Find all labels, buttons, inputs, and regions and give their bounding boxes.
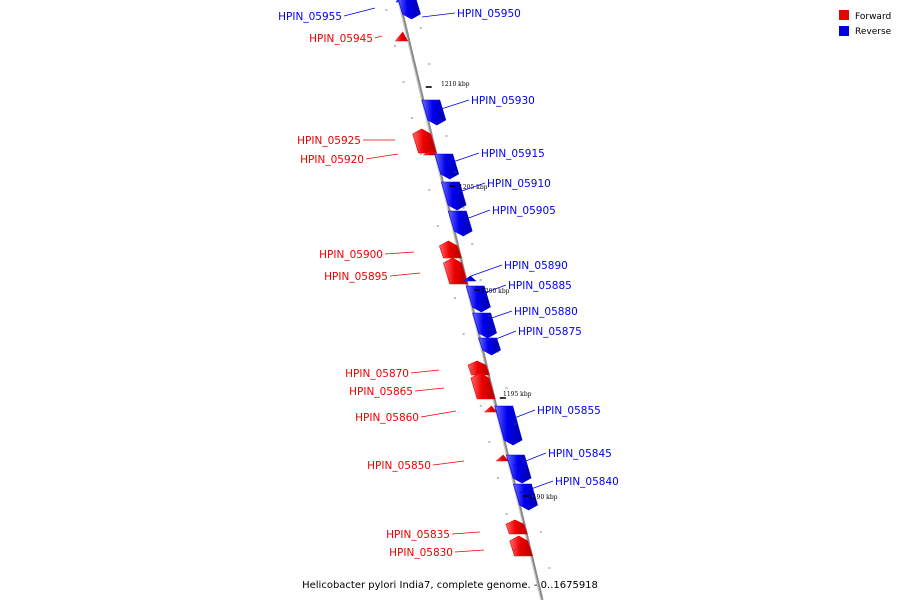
gene-block-hpin_05900[interactable] — [439, 240, 462, 259]
legend-swatch-reverse — [839, 26, 849, 36]
map-caption: Helicobacter pylori India7, complete gen… — [302, 580, 598, 591]
gene-label-hpin_05895[interactable]: HPIN_05895 — [324, 271, 388, 283]
gene-block-hpin_05850[interactable] — [495, 454, 510, 462]
gene-block-hpin_05865[interactable] — [470, 372, 496, 400]
gene-leader-hpin_05915 — [446, 152, 480, 165]
gene-label-hpin_05905[interactable]: HPIN_05905 — [492, 205, 556, 217]
gene-label-hpin_05890[interactable]: HPIN_05890 — [504, 260, 568, 272]
kbp-tick-label: 1200 kbp — [481, 288, 510, 295]
gene-leader-hpin_05910 — [452, 182, 486, 195]
gene-label-hpin_05885[interactable]: HPIN_05885 — [508, 280, 572, 292]
gene-label-hpin_05835[interactable]: HPIN_05835 — [386, 529, 450, 541]
gene-block-hpin_05855[interactable] — [494, 405, 523, 446]
gene-label-hpin_05865[interactable]: HPIN_05865 — [349, 386, 413, 398]
gene-label-hpin_05845[interactable]: HPIN_05845 — [548, 448, 612, 460]
gene-block-hpin_05870[interactable] — [467, 360, 490, 376]
gene-label-hpin_05855[interactable]: HPIN_05855 — [537, 405, 601, 417]
gene-leader-hpin_05835 — [451, 531, 481, 535]
gene-leader-hpin_05870 — [410, 369, 440, 374]
legend-label-forward: Forward — [855, 12, 891, 22]
gene-leader-hpin_05900 — [384, 251, 415, 255]
gene-block-hpin_05860[interactable] — [484, 405, 498, 413]
kbp-tick-label: 1210 kbp — [441, 81, 470, 88]
gene-label-hpin_05955[interactable]: HPIN_05955 — [278, 11, 342, 23]
gene-block-hpin_05885[interactable] — [465, 285, 491, 313]
gene-label-hpin_05880[interactable]: HPIN_05880 — [514, 306, 578, 318]
gene-label-hpin_05925[interactable]: HPIN_05925 — [297, 135, 361, 147]
gene-leader-hpin_05830 — [454, 549, 485, 553]
gene-labels: HPIN_05955 HPIN_05950 HPIN_05945 HPIN_05930… — [278, 7, 619, 559]
gene-leader-hpin_05885 — [475, 284, 507, 297]
gene-block-hpin_05910[interactable] — [441, 181, 467, 211]
gene-label-hpin_05875[interactable]: HPIN_05875 — [518, 326, 582, 338]
gene-block-hpin_05840[interactable] — [512, 483, 538, 511]
gene-block-hpin_05845[interactable] — [506, 454, 532, 484]
gene-block-hpin_05905[interactable] — [447, 210, 473, 237]
gene-leader-hpin_05905 — [457, 209, 491, 223]
gene-leader-hpin_05845 — [512, 452, 547, 467]
gene-leader-hpin_05875 — [485, 330, 517, 344]
gene-leader-hpin_05945 — [374, 35, 383, 39]
gene-block-hpin_05830[interactable] — [509, 535, 533, 557]
gene-block-hpin_05895[interactable] — [443, 257, 469, 285]
gene-leader-hpin_05840 — [519, 480, 554, 494]
gene-label-hpin_05920[interactable]: HPIN_05920 — [300, 154, 364, 166]
gene-leader-hpin_05950 — [421, 12, 456, 18]
gene-label-hpin_05950[interactable]: HPIN_05950 — [457, 8, 521, 20]
gene-block-hpin_05875[interactable] — [478, 337, 501, 356]
gene-block-hpin_05890[interactable] — [462, 275, 477, 282]
gene-label-hpin_05840[interactable]: HPIN_05840 — [555, 476, 619, 488]
genome-axis-highlight — [397, 0, 542, 600]
gene-label-hpin_05930[interactable]: HPIN_05930 — [471, 95, 535, 107]
gene-label-hpin_05860[interactable]: HPIN_05860 — [355, 412, 419, 424]
gene-leader-hpin_05860 — [420, 410, 457, 418]
gene-label-hpin_05900[interactable]: HPIN_05900 — [319, 249, 383, 261]
gene-block-hpin_05930[interactable] — [421, 99, 447, 126]
gene-block-hpin_05880[interactable] — [472, 312, 497, 339]
gene-label-hpin_05870[interactable]: HPIN_05870 — [345, 368, 409, 380]
gene-label-hpin_05850[interactable]: HPIN_05850 — [367, 460, 431, 472]
gene-leader-hpin_05890 — [470, 264, 503, 277]
gene-leader-hpin_05955 — [343, 7, 376, 17]
gene-block-hpin_05915[interactable] — [434, 153, 460, 180]
gene-block-hpin_05950[interactable] — [397, 0, 421, 20]
gene-leader-hpin_05930 — [437, 99, 470, 111]
gene-shapes — [394, 0, 538, 557]
gene-block-hpin_05925[interactable] — [412, 128, 437, 154]
gene-leader-hpin_05920 — [365, 153, 399, 160]
gene-leader-hpin_05850 — [432, 460, 465, 466]
gene-label-hpin_05910[interactable]: HPIN_05910 — [487, 178, 551, 190]
gene-block-hpin_05835[interactable] — [505, 519, 528, 535]
kbp-ticks: 1210 kbp 1205 kbp 1200 kbp 1195 kbp 1190 kbp — [385, 9, 558, 587]
gene-leader-hpin_05895 — [389, 272, 421, 277]
kbp-tick-label: 1190 kbp — [529, 494, 558, 501]
legend-label-reverse: Reverse — [855, 27, 892, 37]
gene-leader-hpin_05855 — [503, 409, 536, 423]
legend: Forward Reverse — [839, 10, 892, 37]
gene-block-hpin_05945[interactable] — [394, 31, 409, 42]
gene-leader-hpin_05880 — [479, 310, 513, 323]
gene-label-hpin_05915[interactable]: HPIN_05915 — [481, 148, 545, 160]
kbp-tick-label: 1205 kbp — [459, 184, 488, 191]
gene-block-hpin_05920[interactable] — [422, 149, 437, 156]
kbp-tick-label: 1195 kbp — [503, 391, 532, 398]
gene-label-hpin_05830[interactable]: HPIN_05830 — [389, 547, 453, 559]
legend-swatch-forward — [839, 10, 849, 20]
gene-label-hpin_05945[interactable]: HPIN_05945 — [309, 33, 373, 45]
gene-leader-hpin_05865 — [414, 387, 445, 392]
